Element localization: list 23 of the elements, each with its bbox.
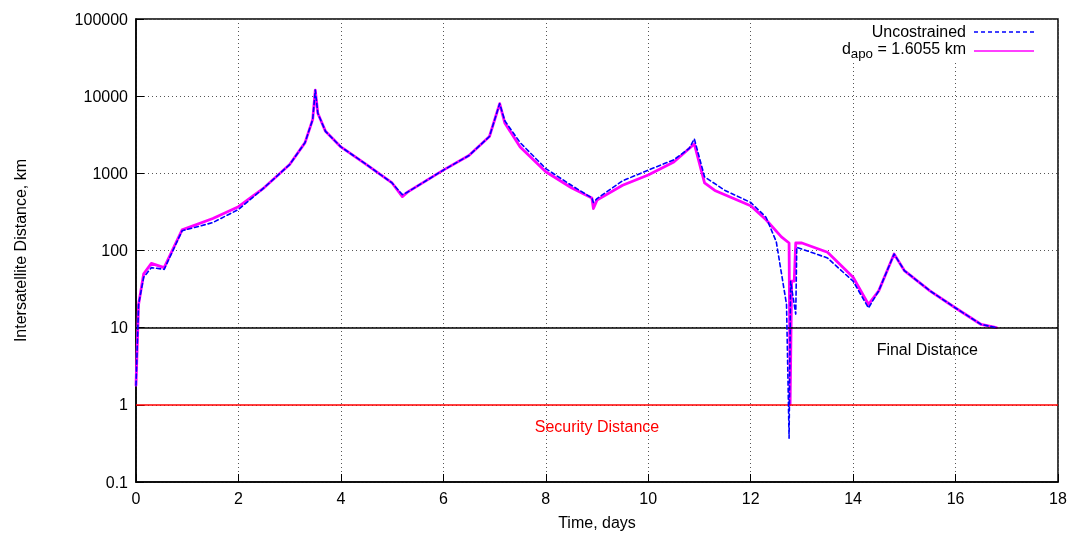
y-axis-title: Intersatellite Distance, km: [11, 158, 29, 343]
y-tick-label: 10000: [83, 87, 129, 105]
x-axis-title: Time, days: [558, 513, 636, 531]
y-tick-label: 100: [101, 242, 129, 259]
x-tick-label: 10: [639, 489, 658, 507]
x-tick-label: 8: [541, 489, 551, 507]
x-tick-label: 16: [946, 489, 965, 507]
y-tick-label: 1: [119, 396, 129, 414]
x-tick-label: 6: [438, 489, 448, 507]
y-tick-label: 10: [110, 319, 129, 337]
y-tick-label: 1000: [92, 164, 129, 182]
legend-label: d$_{apo}$ = 1.6055 km: [841, 39, 966, 62]
x-tick-label: 12: [741, 489, 760, 507]
y-tick-label: 0.1: [105, 473, 129, 491]
ref-line-label: Security Distance: [534, 418, 660, 436]
ref-line-label: Final Distance: [876, 341, 979, 359]
x-tick-label: 18: [1049, 489, 1067, 507]
x-tick-label: 0: [131, 489, 141, 507]
x-tick-label: 14: [844, 489, 863, 507]
legend-label: Uncostrained: [871, 22, 966, 41]
y-tick-label: 100000: [74, 10, 129, 28]
x-tick-label: 2: [233, 489, 243, 507]
x-tick-label: 4: [336, 489, 346, 507]
